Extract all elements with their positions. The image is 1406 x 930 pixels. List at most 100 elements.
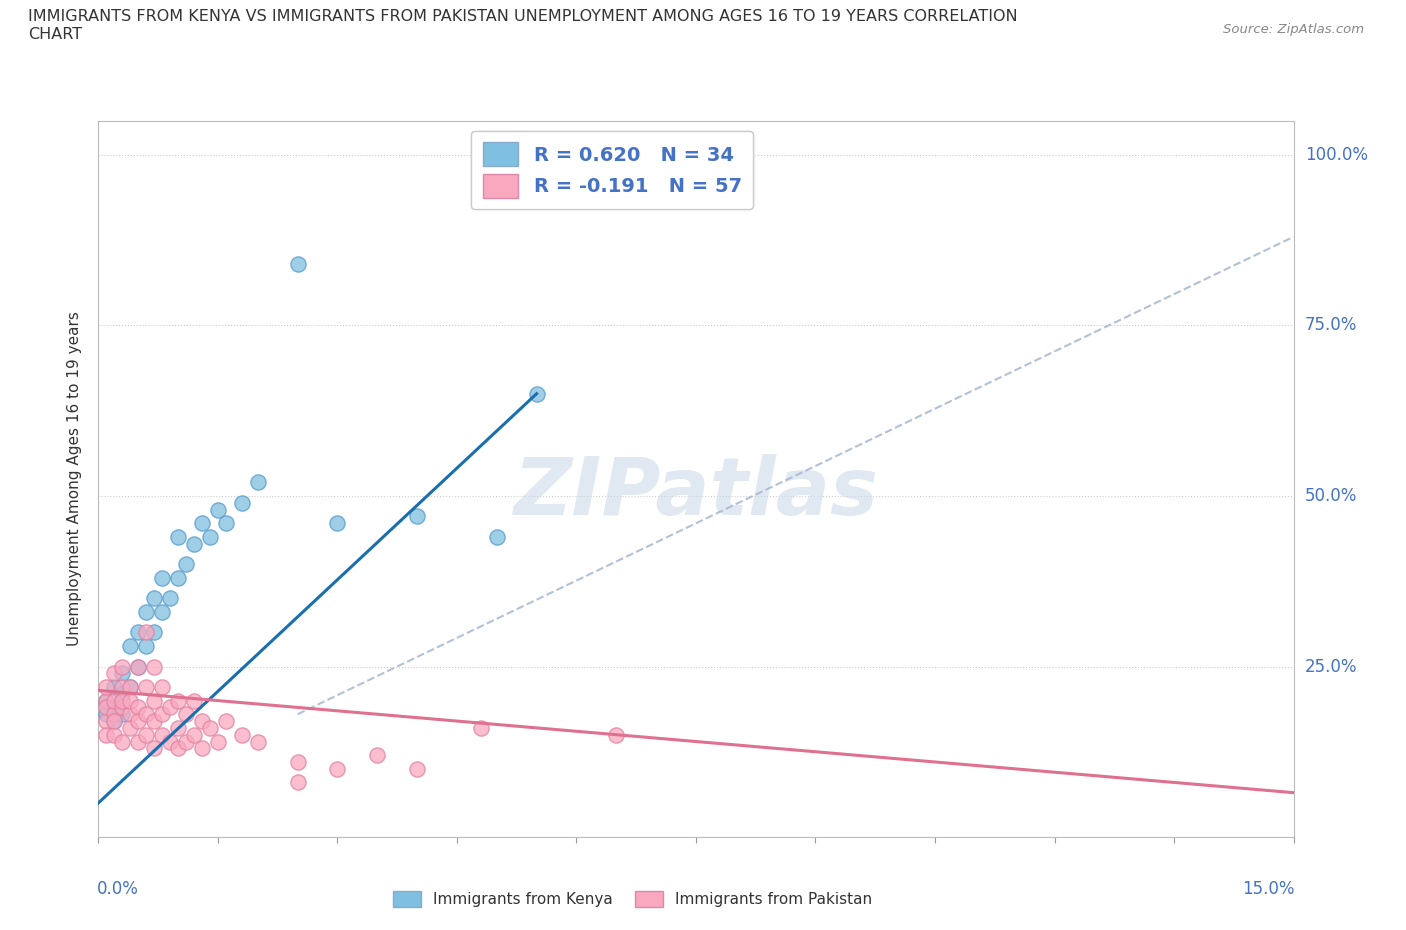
Point: [150, 604, 173, 619]
Text: 0.0%: 0.0%: [97, 880, 139, 898]
Point: [167, 693, 190, 708]
Point: [150, 707, 173, 722]
Point: [143, 741, 166, 756]
Point: [120, 707, 142, 722]
Point: [127, 625, 149, 640]
Text: 15.0%: 15.0%: [1243, 880, 1295, 898]
Point: [103, 727, 125, 742]
Point: [111, 680, 134, 695]
Point: [326, 516, 349, 531]
Point: [103, 666, 125, 681]
Point: [103, 693, 125, 708]
Point: [127, 713, 149, 728]
Point: [96, 727, 118, 742]
Point: [96, 707, 118, 722]
Point: [111, 734, 134, 749]
Point: [174, 707, 197, 722]
Text: IMMIGRANTS FROM KENYA VS IMMIGRANTS FROM PAKISTAN UNEMPLOYMENT AMONG AGES 16 TO : IMMIGRANTS FROM KENYA VS IMMIGRANTS FROM…: [28, 9, 1018, 42]
Point: [231, 496, 253, 511]
Point: [150, 570, 173, 585]
Point: [287, 257, 309, 272]
Point: [406, 509, 429, 524]
Text: 25.0%: 25.0%: [1305, 658, 1357, 675]
Point: [246, 734, 269, 749]
Point: [207, 734, 229, 749]
Point: [207, 502, 229, 517]
Point: [120, 680, 142, 695]
Point: [135, 707, 157, 722]
Point: [96, 693, 118, 708]
Point: [406, 762, 429, 777]
Point: [287, 775, 309, 790]
Point: [135, 727, 157, 742]
Point: [191, 741, 214, 756]
Point: [174, 734, 197, 749]
Point: [111, 659, 134, 674]
Point: [526, 386, 548, 401]
Point: [470, 721, 492, 736]
Point: [183, 537, 205, 551]
Point: [103, 713, 125, 728]
Text: 75.0%: 75.0%: [1305, 316, 1357, 335]
Point: [159, 734, 181, 749]
Point: [135, 604, 157, 619]
Point: [135, 680, 157, 695]
Point: [198, 721, 221, 736]
Point: [246, 475, 269, 490]
Point: [127, 700, 149, 715]
Point: [111, 666, 134, 681]
Point: [605, 727, 627, 742]
Point: [111, 693, 134, 708]
Point: [159, 700, 181, 715]
Point: [135, 625, 157, 640]
Point: [120, 680, 142, 695]
Point: [150, 727, 173, 742]
Point: [103, 680, 125, 695]
Point: [167, 741, 190, 756]
Text: ZIPatlas: ZIPatlas: [513, 454, 879, 532]
Point: [183, 727, 205, 742]
Point: [127, 659, 149, 674]
Point: [183, 693, 205, 708]
Y-axis label: Unemployment Among Ages 16 to 19 years: Unemployment Among Ages 16 to 19 years: [67, 312, 83, 646]
Point: [167, 529, 190, 544]
Point: [215, 516, 238, 531]
Point: [103, 707, 125, 722]
Point: [111, 700, 134, 715]
Point: [96, 713, 118, 728]
Point: [150, 680, 173, 695]
Text: 50.0%: 50.0%: [1305, 487, 1357, 505]
Legend: R = 0.620   N = 34, R = -0.191   N = 57: R = 0.620 N = 34, R = -0.191 N = 57: [471, 130, 754, 209]
Point: [135, 639, 157, 654]
Point: [111, 686, 134, 701]
Point: [143, 625, 166, 640]
Point: [143, 659, 166, 674]
Legend: Immigrants from Kenya, Immigrants from Pakistan: Immigrants from Kenya, Immigrants from P…: [387, 884, 879, 913]
Point: [103, 713, 125, 728]
Point: [191, 713, 214, 728]
Point: [127, 659, 149, 674]
Point: [96, 680, 118, 695]
Point: [167, 721, 190, 736]
Point: [215, 713, 238, 728]
Point: [127, 734, 149, 749]
Point: [167, 570, 190, 585]
Point: [198, 529, 221, 544]
Point: [231, 727, 253, 742]
Point: [191, 516, 214, 531]
Point: [96, 693, 118, 708]
Point: [120, 639, 142, 654]
Point: [174, 557, 197, 572]
Point: [103, 700, 125, 715]
Point: [485, 529, 508, 544]
Point: [326, 762, 349, 777]
Point: [287, 754, 309, 769]
Point: [159, 591, 181, 605]
Point: [366, 748, 388, 763]
Point: [143, 693, 166, 708]
Point: [120, 721, 142, 736]
Point: [111, 707, 134, 722]
Text: Source: ZipAtlas.com: Source: ZipAtlas.com: [1223, 23, 1364, 36]
Point: [143, 591, 166, 605]
Point: [96, 700, 118, 715]
